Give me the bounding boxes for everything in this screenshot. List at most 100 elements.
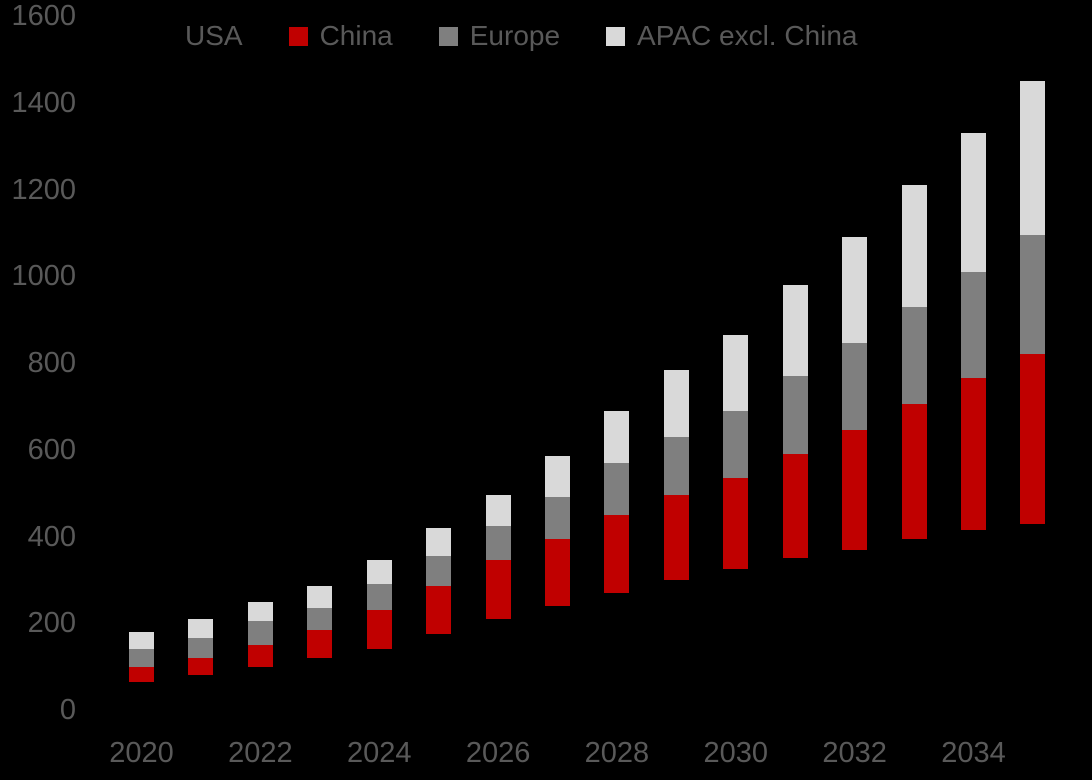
bar-2033 xyxy=(901,185,927,710)
bar-2022-segment-europe xyxy=(247,621,273,645)
usa-legend-label: USA xyxy=(185,20,243,51)
bar-2022 xyxy=(247,601,273,710)
bar-2034 xyxy=(961,133,987,710)
x-tick-label-2024: 2024 xyxy=(346,737,412,769)
bar-2024-segment-apac-excl-china xyxy=(366,560,392,585)
bar-2032 xyxy=(842,237,868,710)
bar-2033-segment-china xyxy=(901,404,927,539)
x-tick-label-2032: 2032 xyxy=(822,737,887,769)
bar-2021-segment-china xyxy=(188,657,214,676)
europe-legend-label: Europe xyxy=(469,20,561,51)
apac-legend-label: APAC excl. China xyxy=(637,20,858,51)
y-tick-label-1600: 1600 xyxy=(11,0,76,32)
legend-item-china: China xyxy=(288,20,393,51)
bar-2030-segment-europe xyxy=(723,410,749,478)
x-tick-label-2022: 2022 xyxy=(228,737,293,769)
bar-2023-segment-apac-excl-china xyxy=(307,586,333,609)
bar-2034-segment-usa xyxy=(961,530,987,710)
bar-2027-segment-china xyxy=(545,538,570,606)
y-tick-label-1000: 1000 xyxy=(11,260,76,293)
bar-2028-segment-usa xyxy=(604,592,630,710)
bar-2021 xyxy=(188,618,214,710)
bar-2026-segment-china xyxy=(485,560,511,619)
bar-2031-segment-usa xyxy=(782,558,808,710)
bar-2029-segment-china xyxy=(663,495,689,580)
bar-2035-segment-china xyxy=(1020,354,1046,524)
bar-2020 xyxy=(129,631,154,710)
bar-2022-segment-china xyxy=(247,644,273,667)
bar-2030 xyxy=(723,334,749,710)
y-tick-label-400: 400 xyxy=(27,520,76,553)
bar-2032-segment-china xyxy=(842,430,868,550)
y-tick-label-1200: 1200 xyxy=(11,173,76,206)
bar-2027-segment-usa xyxy=(545,605,570,710)
bar-2023-segment-europe xyxy=(307,608,333,630)
x-tick-label-2026: 2026 xyxy=(465,737,531,769)
bar-2026 xyxy=(485,495,511,710)
apac-legend-swatch xyxy=(606,26,626,46)
china-legend-label: China xyxy=(319,20,393,51)
bar-2029-segment-apac-excl-china xyxy=(663,369,689,437)
bar-2030-segment-china xyxy=(723,477,749,570)
legend-item-europe: Europe xyxy=(438,20,561,51)
bar-2032-segment-apac-excl-china xyxy=(842,237,868,344)
bar-2028-segment-apac-excl-china xyxy=(604,410,630,463)
bar-2027-segment-apac-excl-china xyxy=(545,456,570,498)
bar-2034-segment-apac-excl-china xyxy=(961,133,987,272)
bar-2022-segment-usa xyxy=(247,666,273,710)
bar-2020-segment-usa xyxy=(129,681,154,710)
bar-2024-segment-europe xyxy=(366,584,392,611)
bar-2029 xyxy=(663,369,689,710)
bar-2031-segment-apac-excl-china xyxy=(782,284,808,377)
bar-2035-segment-apac-excl-china xyxy=(1020,81,1046,236)
y-tick-label-800: 800 xyxy=(27,347,76,379)
bar-2021-segment-usa xyxy=(188,675,214,710)
bar-2028 xyxy=(604,410,630,710)
bar-2031 xyxy=(782,284,808,710)
x-tick-label-2030: 2030 xyxy=(703,737,769,769)
bar-2026-segment-usa xyxy=(485,618,511,710)
china-legend-swatch xyxy=(288,26,308,46)
y-tick-label-0: 0 xyxy=(59,694,76,726)
chart-legend: USA China Europe APAC excl. China xyxy=(154,22,858,50)
bar-2021-segment-europe xyxy=(188,638,214,658)
bar-2020-segment-apac-excl-china xyxy=(129,631,154,650)
bar-2034-segment-china xyxy=(961,378,987,530)
legend-item-apac: APAC excl. China xyxy=(606,20,858,51)
bar-2028-segment-china xyxy=(604,514,630,593)
x-tick-label-2034: 2034 xyxy=(941,737,1006,769)
bar-2023-segment-usa xyxy=(307,657,333,710)
bar-2025-segment-china xyxy=(426,586,452,635)
bar-2025-segment-apac-excl-china xyxy=(426,527,452,557)
bar-2032-segment-europe xyxy=(842,343,868,431)
bar-2030-segment-apac-excl-china xyxy=(723,334,749,411)
bar-2031-segment-europe xyxy=(782,376,808,455)
bar-2026-segment-europe xyxy=(485,525,511,561)
bar-2035 xyxy=(1020,81,1046,710)
bar-2024-segment-usa xyxy=(366,649,392,710)
bar-2028-segment-europe xyxy=(604,462,630,515)
bar-2024 xyxy=(366,560,392,710)
bar-2029-segment-usa xyxy=(663,579,689,710)
bar-2035-segment-europe xyxy=(1020,235,1046,355)
x-tick-label-2020: 2020 xyxy=(109,737,174,769)
bar-2032-segment-usa xyxy=(842,549,868,710)
bar-2025-segment-usa xyxy=(426,634,452,710)
usa-legend-swatch xyxy=(154,26,173,46)
bar-2034-segment-europe xyxy=(961,271,987,379)
bar-2024-segment-china xyxy=(366,610,392,650)
bar-2021-segment-apac-excl-china xyxy=(188,618,214,639)
bar-2025 xyxy=(426,527,452,710)
bar-2033-segment-apac-excl-china xyxy=(901,185,927,307)
bar-2033-segment-usa xyxy=(901,538,927,710)
bar-2031-segment-china xyxy=(782,454,808,559)
x-tick-label-2028: 2028 xyxy=(584,737,650,769)
y-tick-label-1400: 1400 xyxy=(11,86,76,119)
bar-2027-segment-europe xyxy=(545,497,570,539)
y-tick-label-200: 200 xyxy=(27,607,76,640)
europe-legend-swatch xyxy=(438,26,458,46)
bar-2029-segment-europe xyxy=(663,436,689,496)
bar-2035-segment-usa xyxy=(1020,523,1046,710)
y-tick-label-600: 600 xyxy=(27,433,76,466)
